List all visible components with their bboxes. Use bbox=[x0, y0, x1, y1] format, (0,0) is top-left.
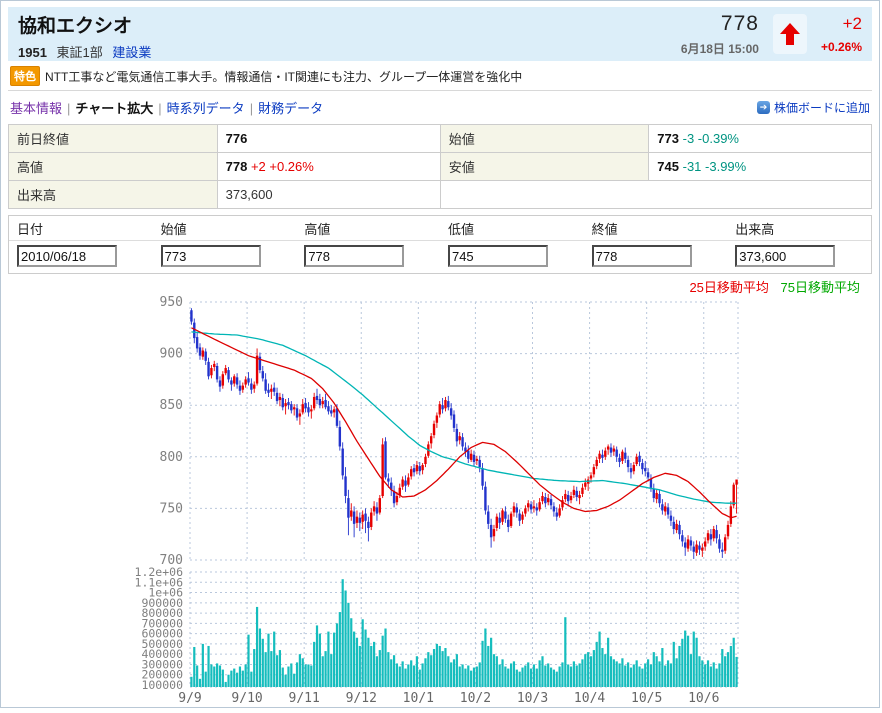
high-input[interactable] bbox=[304, 245, 405, 267]
svg-text:1.1e+06: 1.1e+06 bbox=[135, 575, 184, 589]
tab-separator: | bbox=[249, 101, 254, 116]
svg-text:9/9: 9/9 bbox=[178, 691, 201, 706]
empty-cell bbox=[439, 180, 873, 209]
stock-code-line: 1951 東証1部 建設業 bbox=[18, 42, 151, 61]
tab-timeseries[interactable]: 時系列データ bbox=[166, 101, 245, 116]
svg-text:10/5: 10/5 bbox=[631, 691, 662, 706]
label-prev-close: 前日終値 bbox=[8, 124, 218, 153]
tab-separator: | bbox=[158, 101, 162, 116]
daily-data-table: 日付 始値 高値 低値 終値 出来高 bbox=[9, 216, 871, 273]
price-change-block: +2 +0.26% bbox=[821, 14, 862, 54]
ma75-legend-label: 75日移動平均 bbox=[780, 280, 860, 295]
svg-text:9/12: 9/12 bbox=[346, 691, 377, 706]
add-to-board-link[interactable]: ➔ 株価ボードに追加 bbox=[756, 99, 870, 116]
daily-data-box: 日付 始値 高値 低値 終値 出来高 bbox=[8, 215, 872, 274]
svg-text:300000: 300000 bbox=[141, 657, 183, 671]
close-input[interactable] bbox=[591, 245, 692, 267]
svg-text:800: 800 bbox=[160, 450, 183, 465]
label-volume: 出来高 bbox=[8, 180, 218, 209]
svg-text:1.2e+06: 1.2e+06 bbox=[135, 565, 184, 579]
stock-identity: 協和エクシオ 1951 東証1部 建設業 bbox=[18, 9, 151, 61]
svg-text:9/10: 9/10 bbox=[231, 691, 262, 706]
add-to-board-label: 株価ボードに追加 bbox=[773, 101, 870, 115]
svg-text:10/2: 10/2 bbox=[460, 691, 491, 706]
svg-text:9/11: 9/11 bbox=[289, 691, 320, 706]
stock-market: 東証1部 bbox=[56, 45, 103, 60]
svg-text:800000: 800000 bbox=[141, 606, 183, 620]
tab-financial[interactable]: 財務データ bbox=[258, 101, 324, 116]
label-open: 始値 bbox=[439, 124, 650, 153]
tab-chart-current: チャート拡大 bbox=[75, 101, 154, 116]
tab-row: 基本情報 | チャート拡大 | 時系列データ | 財務データ ➔ 株価ボードに追加 bbox=[8, 91, 872, 124]
stock-name: 協和エクシオ bbox=[18, 16, 133, 37]
low-input[interactable] bbox=[447, 245, 548, 267]
tab-links: 基本情報 | チャート拡大 | 時系列データ | 財務データ bbox=[10, 98, 323, 117]
quote-block: 778 6月18日 15:00 +2 +0.26% bbox=[681, 9, 862, 59]
svg-text:600000: 600000 bbox=[141, 627, 183, 641]
tab-separator: | bbox=[67, 101, 71, 116]
svg-text:1e+06: 1e+06 bbox=[148, 586, 183, 600]
candlestick-volume-chart: 950 900 850 800 750 700 1000002000003000004000… bbox=[135, 295, 739, 706]
svg-text:10/3: 10/3 bbox=[517, 691, 548, 706]
ma-legend: 25日移動平均 75日移動平均 bbox=[8, 274, 872, 295]
tab-basic-info[interactable]: 基本情報 bbox=[10, 101, 63, 116]
svg-text:10/6: 10/6 bbox=[688, 691, 719, 706]
daily-label-row: 日付 始値 高値 低値 終値 出来高 bbox=[9, 216, 871, 241]
up-arrow-icon bbox=[779, 23, 800, 45]
value-low: 745 -31 -3.99% bbox=[648, 152, 872, 181]
svg-text:400000: 400000 bbox=[141, 647, 183, 661]
feature-row: 特色 NTT工事など電気通信工事大手。情報通信・IT関連にも注力、グループ一体運… bbox=[8, 61, 872, 91]
volume-input[interactable] bbox=[735, 245, 836, 267]
feature-text: NTT工事など電気通信工事大手。情報通信・IT関連にも注力、グループ一体運営を強… bbox=[45, 69, 523, 84]
add-arrow-icon: ➔ bbox=[756, 101, 770, 114]
daily-label-volume: 出来高 bbox=[727, 216, 871, 241]
daily-input-row bbox=[9, 241, 871, 274]
svg-text:850: 850 bbox=[160, 398, 183, 413]
stock-chart: 950 900 850 800 750 700 100000 200000 300000 4000… bbox=[8, 294, 872, 713]
svg-text:500000: 500000 bbox=[141, 637, 183, 651]
date-input[interactable] bbox=[17, 245, 117, 267]
table-row: 高値 778 +2 +0.26% 安値 745 -31 -3.99% bbox=[8, 152, 872, 181]
svg-text:100000: 100000 bbox=[141, 678, 183, 692]
svg-text:200000: 200000 bbox=[141, 668, 183, 682]
svg-text:10/1: 10/1 bbox=[403, 691, 434, 706]
quote-datetime: 6月18日 15:00 bbox=[680, 41, 759, 56]
value-open: 773 -3 -0.39% bbox=[648, 124, 872, 153]
svg-text:10/4: 10/4 bbox=[574, 691, 605, 706]
table-row: 出来高 373,600 bbox=[8, 180, 873, 209]
label-high: 高値 bbox=[8, 152, 218, 181]
quote-main: 778 6月18日 15:00 bbox=[681, 12, 759, 57]
table-row: 前日終値 776 始値 773 -3 -0.39% bbox=[8, 124, 872, 153]
svg-text:900: 900 bbox=[160, 347, 183, 362]
price-change-pct: +0.26% bbox=[820, 40, 862, 54]
stock-code: 1951 bbox=[18, 45, 47, 60]
daily-label-open: 始値 bbox=[152, 216, 297, 241]
feature-badge: 特色 bbox=[10, 66, 40, 86]
value-prev-close: 776 bbox=[216, 124, 441, 153]
daily-label-high: 高値 bbox=[296, 216, 440, 241]
svg-text:950: 950 bbox=[160, 295, 183, 310]
svg-text:900000: 900000 bbox=[141, 596, 183, 610]
svg-text:750: 750 bbox=[160, 501, 183, 516]
svg-text:700000: 700000 bbox=[141, 616, 183, 630]
current-price: 778 bbox=[720, 11, 759, 35]
price-change: +2 bbox=[842, 14, 862, 33]
ma25-legend-label: 25日移動平均 bbox=[689, 280, 769, 295]
daily-label-low: 低値 bbox=[439, 216, 584, 241]
price-summary-table: 前日終値 776 始値 773 -3 -0.39% 高値 778 +2 +0.2… bbox=[8, 124, 873, 209]
label-low: 安値 bbox=[439, 152, 650, 181]
daily-label-date: 日付 bbox=[9, 216, 153, 241]
stock-header: 協和エクシオ 1951 東証1部 建設業 778 6月18日 15:00 +2 … bbox=[8, 7, 872, 61]
value-volume: 373,600 bbox=[216, 180, 441, 209]
price-direction-box bbox=[772, 14, 807, 54]
daily-label-close: 終値 bbox=[583, 216, 728, 241]
industry-link[interactable]: 建設業 bbox=[112, 45, 152, 60]
value-high: 778 +2 +0.26% bbox=[216, 152, 441, 181]
svg-text:700: 700 bbox=[160, 553, 183, 568]
open-input[interactable] bbox=[160, 245, 261, 267]
